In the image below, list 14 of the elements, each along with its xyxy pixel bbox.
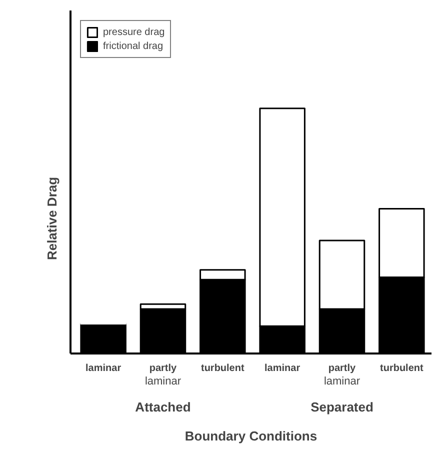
x-tick-label: partly (328, 363, 356, 374)
x-tick-label: laminar (86, 363, 122, 374)
x-tick-label: partly (149, 363, 178, 374)
x-tick-label: laminar (264, 363, 300, 374)
legend-label: pressure drag (103, 26, 165, 38)
text: Attached (135, 399, 191, 414)
text: laminar (144, 375, 182, 388)
y-axis-title: Relative Drag (44, 176, 60, 260)
x-tick-label: turbulent (380, 363, 424, 374)
legend-label: frictional drag (103, 40, 164, 52)
x-axis-title: Boundary Conditions (184, 428, 318, 444)
x-tick-label: turbulent (200, 363, 245, 374)
text: laminar (324, 375, 360, 388)
text: Separated (310, 399, 374, 414)
